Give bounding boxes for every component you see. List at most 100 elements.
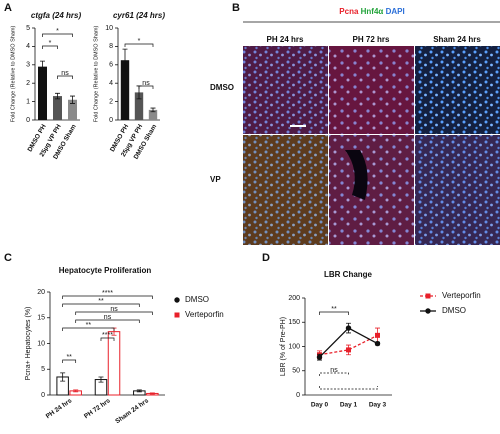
error-bar — [70, 95, 75, 104]
row-label: DMSO — [210, 83, 234, 92]
bar — [38, 66, 47, 120]
y-tick-label: 2 — [26, 80, 30, 87]
bar — [120, 60, 130, 120]
marker — [346, 347, 351, 353]
stain-label: Hnf4α — [361, 7, 384, 16]
y-tick-label: 3 — [26, 62, 30, 69]
y-tick-label: 0 — [296, 392, 300, 399]
bar — [148, 109, 158, 120]
y-tick-label: 150 — [288, 319, 300, 326]
legend-label: DMSO — [185, 295, 209, 304]
significance-bracket — [319, 372, 349, 376]
significance-label: ns — [142, 80, 150, 87]
column-label: PH 24 hrs — [267, 35, 304, 44]
panel-label: A — [4, 2, 12, 14]
y-axis-label: Fold Change (Relative to DMSO Sham) — [10, 26, 16, 123]
significance-bracket — [57, 75, 73, 79]
significance-bracket — [62, 327, 115, 331]
panel-label: C — [4, 252, 12, 264]
marker — [316, 354, 323, 360]
x-tick-label: PH 72 hrs — [83, 397, 112, 420]
significance-bracket — [100, 337, 115, 341]
significance-bracket — [138, 85, 154, 89]
chart-title: Hepatocyte Proliferation — [59, 266, 152, 275]
significance-label: **** — [102, 332, 113, 339]
significance-label: ** — [86, 322, 92, 329]
y-tick-label: 200 — [288, 295, 300, 302]
error-bar — [98, 376, 104, 383]
x-tick-label: Day 1 — [340, 402, 358, 409]
significance-label: ** — [66, 354, 72, 361]
x-tick-label: Sham 24 hrs — [114, 397, 150, 425]
y-axis-label: Fold Change (Relative to DMSO Sham) — [93, 26, 99, 123]
y-tick-label: 4 — [109, 80, 113, 87]
legend-label: DMSO — [442, 306, 466, 315]
significance-label: **** — [102, 290, 113, 297]
error-bar — [60, 372, 66, 382]
significance-bracket — [42, 45, 58, 49]
significance-bracket — [62, 295, 153, 299]
chart-title: ctgfa (24 hrs) — [31, 11, 82, 20]
y-tick-label: 0 — [109, 117, 113, 124]
legend-marker — [425, 308, 431, 314]
y-tick-label: 8 — [109, 43, 113, 50]
image — [415, 135, 500, 245]
y-tick-label: 20 — [37, 289, 45, 296]
marker — [375, 332, 380, 338]
y-tick-label: 2 — [109, 98, 113, 105]
y-tick-label: 0 — [26, 117, 30, 124]
stain-legend: Pcna Hnf4α DAPI — [339, 7, 404, 16]
error-bar — [150, 107, 156, 113]
significance-bracket — [75, 319, 140, 323]
micrograph-grid — [243, 46, 500, 245]
legend-marker — [425, 293, 431, 299]
legend-label: Verteporfin — [185, 310, 224, 319]
error-bar — [55, 92, 60, 100]
error-bar — [40, 60, 45, 73]
significance-bracket — [124, 43, 154, 47]
bar — [107, 331, 121, 396]
significance-label: ** — [98, 298, 104, 305]
image — [415, 46, 500, 134]
y-tick-label: 6 — [109, 62, 113, 69]
marker — [345, 325, 352, 331]
significance-bracket — [62, 303, 140, 307]
significance-label: ns — [104, 314, 112, 321]
significance-label: ns — [61, 70, 69, 77]
error-bar — [149, 392, 155, 395]
error-bar — [73, 389, 79, 393]
image — [243, 46, 328, 134]
y-tick-label: 10 — [105, 25, 113, 32]
y-tick-label: 0 — [41, 392, 45, 399]
significance-label: * — [49, 40, 52, 47]
y-tick-label: 10 — [37, 340, 45, 347]
significance-bracket — [319, 386, 378, 390]
y-tick-label: 4 — [26, 43, 30, 50]
x-tick-label: Day 3 — [369, 402, 387, 409]
legend-marker — [174, 312, 180, 318]
significance-label: * — [56, 28, 59, 35]
chart-title: LBR Change — [324, 270, 373, 279]
significance-bracket — [42, 33, 73, 37]
significance-label: ns — [110, 306, 118, 313]
chart-title: cyr61 (24 hrs) — [113, 11, 165, 20]
y-axis-label: LBR (% of Pre-PH) — [280, 317, 287, 376]
y-axis-label: Pcna+ Hepatocytes (%) — [25, 307, 32, 381]
y-tick-label: 1 — [26, 98, 30, 105]
bar — [53, 96, 62, 120]
row-label: VP — [210, 175, 221, 184]
column-label: PH 72 hrs — [353, 35, 390, 44]
x-tick-label: Day 0 — [311, 402, 329, 409]
significance-bracket — [75, 311, 153, 315]
legend-label: Verteporfin — [442, 291, 481, 300]
y-tick-label: 50 — [292, 368, 300, 375]
error-bar — [136, 389, 142, 393]
panel-label: D — [262, 252, 270, 264]
significance-bracket — [319, 311, 349, 315]
y-tick-label: 5 — [41, 366, 45, 373]
significance-bracket — [62, 359, 77, 363]
legend-marker — [174, 297, 180, 303]
image — [243, 135, 328, 245]
line — [319, 334, 378, 356]
